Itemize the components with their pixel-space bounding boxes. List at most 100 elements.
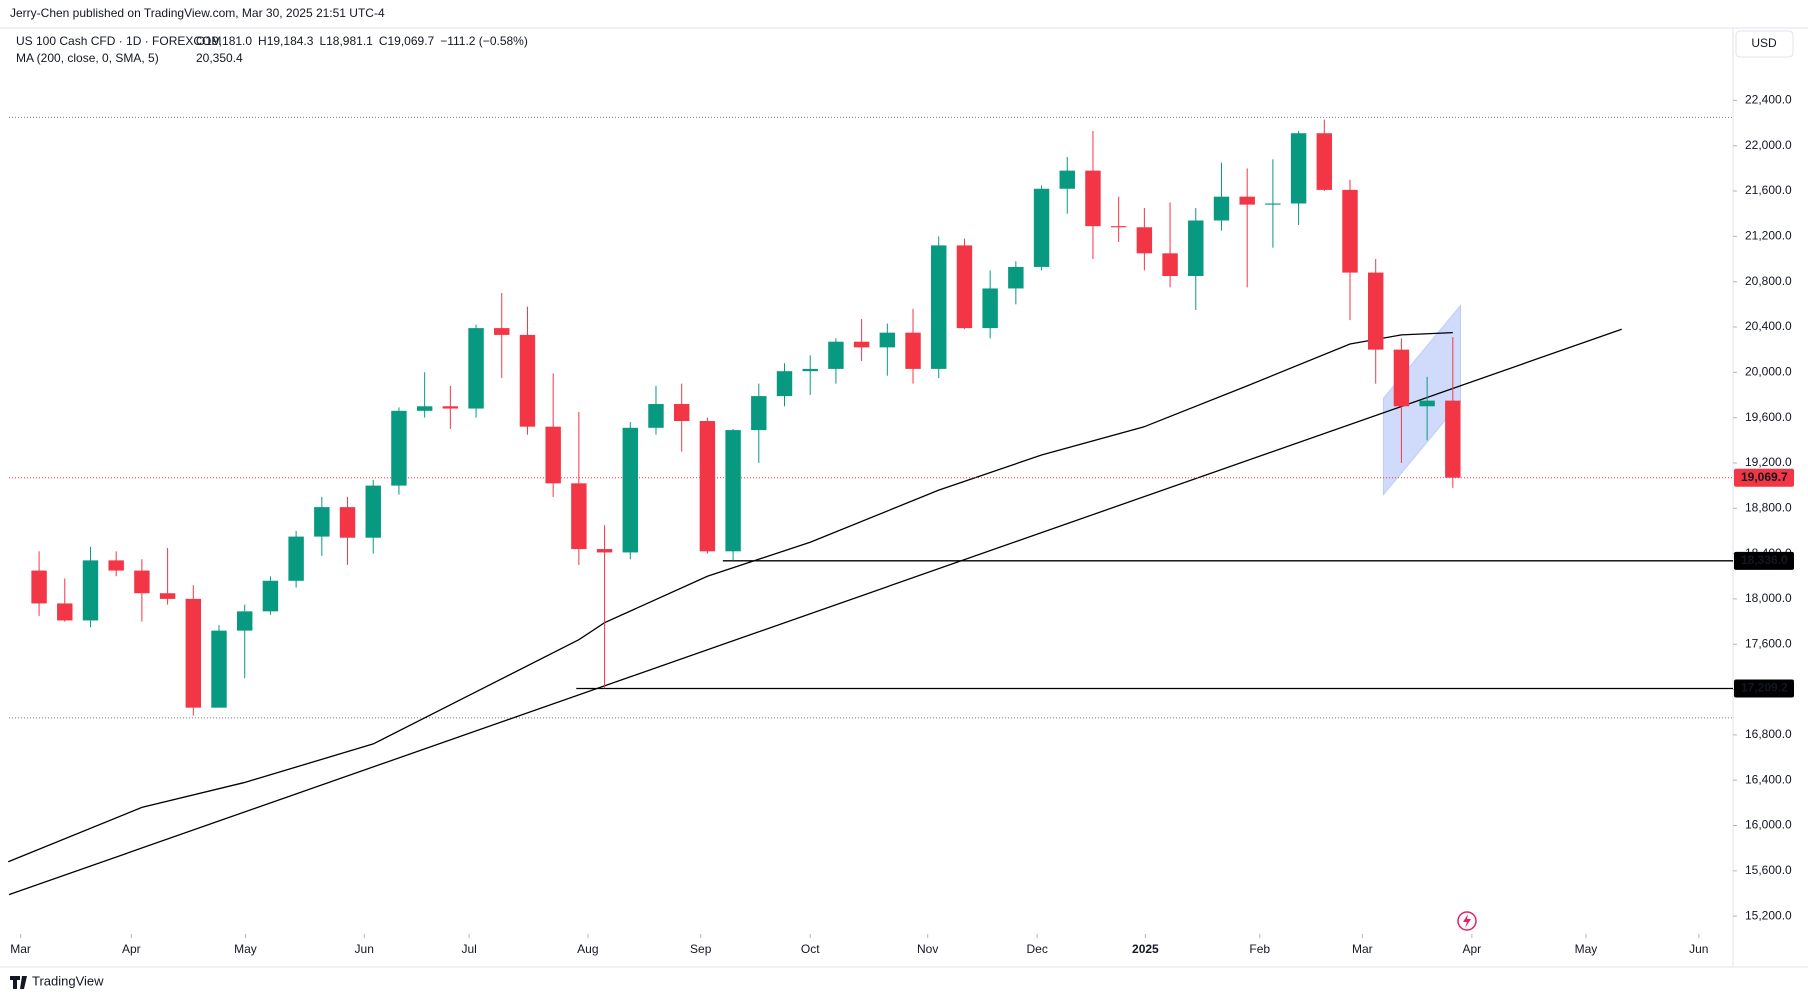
candle-body [1188,220,1204,276]
candle-body [1290,133,1307,204]
last-price-box [1734,468,1794,487]
y-tick-label: 20,000.0 [1745,364,1792,378]
ma-legend: MA (200, close, 0, SMA, 5) [16,51,159,65]
ohlc-value: O19,181.0 [196,34,252,48]
y-tick-label: 15,200.0 [1745,908,1792,922]
brand: TradingView [32,973,104,988]
ohlc-value: C19,069.7 [379,34,435,48]
x-tick-label: Oct [801,942,820,956]
candle-body [879,332,896,348]
ohlc-value: L18,981.1 [319,34,373,48]
events-icon[interactable] [1457,911,1477,931]
candle-body [905,332,921,369]
ohlc-value: −111.2 (−0.58%) [440,34,528,48]
candle-body [1110,226,1127,228]
candle-body [1342,189,1358,273]
x-tick-label: Apr [122,942,141,956]
y-tick-label: 20,400.0 [1745,319,1792,333]
candle-body [57,603,73,621]
candle-body [211,630,227,708]
candle-body [802,368,818,372]
candle-body [134,570,150,594]
candle-body [853,341,870,348]
candle-body [185,598,202,708]
candle-body [648,404,664,428]
candle-body [1419,400,1435,407]
candle-body [236,611,253,631]
events-bolt [1463,914,1471,928]
y-tick-label: 19,600.0 [1745,410,1792,424]
x-tick-label: Nov [917,942,938,956]
candle-body [416,406,433,411]
x-tick-label: Mar [1352,942,1373,956]
candle-body [1316,133,1333,190]
y-tick-label: 20,800.0 [1745,274,1792,288]
candle-body [1085,170,1101,227]
candle-body [494,328,510,335]
x-tick-label: May [1575,942,1598,956]
y-tick-label: 21,200.0 [1745,229,1792,243]
candle-body [545,426,561,484]
brand-logo [10,976,27,989]
candle-body [1136,227,1153,254]
ma-value: 20,350.4 [196,51,243,65]
y-tick-label: 19,200.0 [1745,455,1792,469]
last-price-label: 19,069.7 [1741,470,1788,484]
candle-body [159,593,176,599]
candle-body [391,410,407,486]
channel [1382,304,1462,497]
candle-body [1162,253,1178,276]
candle-body [673,404,690,422]
candle-body [314,507,330,537]
candle-body [982,288,998,329]
candle-body [365,485,381,538]
y-tick-label: 16,000.0 [1745,818,1792,832]
candle-body [571,483,587,550]
candle-body [339,507,356,538]
x-tick-label: Jun [1689,942,1708,956]
candle-body [931,245,947,369]
candle-body [596,549,613,553]
symbol: US 100 Cash CFD · 1D · FOREXCOM [16,34,221,48]
x-tick-label: Aug [577,942,598,956]
trendline [8,328,1622,896]
level-box [1734,551,1794,570]
currency[interactable]: USD [1751,36,1777,50]
ohlc-value: H19,184.3 [258,34,314,48]
candle-body [776,371,793,397]
y-tick-label: 18,800.0 [1745,500,1792,514]
y-tick-label: 22,000.0 [1745,138,1792,152]
y-tick-label: 16,800.0 [1745,727,1792,741]
candle-body [1393,349,1410,407]
candle-body [622,427,638,553]
y-tick-label: 17,600.0 [1745,636,1792,650]
x-tick-label: May [234,942,257,956]
level-label: 18,336.0 [1741,553,1788,567]
candle-body [262,580,279,612]
y-tick-label: 22,400.0 [1745,93,1792,107]
candle-body [1213,196,1230,221]
candle-body [956,245,973,329]
candle-body [288,536,304,581]
x-tick-label: Jun [355,942,374,956]
ma-line [7,331,1453,863]
level-label: 17,209.2 [1741,681,1788,695]
currency-button[interactable] [1735,30,1794,58]
x-tick-label: Sep [690,942,712,956]
candle-body [1008,266,1024,289]
candle-body [442,406,459,409]
candle-body [82,560,99,621]
candle-body [751,396,767,431]
candle-body [108,560,124,571]
candle-body [1367,272,1384,350]
candle-body [1033,188,1050,267]
x-tick-label: Jul [461,942,476,956]
candle-body [699,421,716,552]
candle-body [828,341,844,369]
candle-body [725,430,741,552]
y-tick-label: 18,000.0 [1745,591,1792,605]
y-tick-label: 21,600.0 [1745,183,1792,197]
